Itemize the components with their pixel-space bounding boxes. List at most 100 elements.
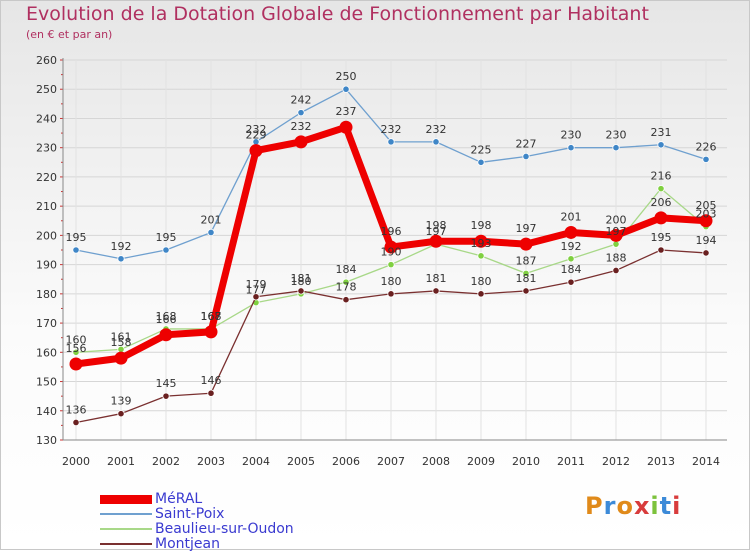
y-tick-label: 190 — [36, 259, 57, 272]
data-point — [474, 234, 488, 248]
proxiti-logo: Proxiti — [585, 492, 681, 520]
data-point — [657, 185, 665, 193]
data-label: 201 — [201, 213, 222, 226]
data-label: 161 — [111, 330, 132, 343]
logo-letter: o — [616, 492, 634, 520]
data-label: 193 — [471, 237, 492, 250]
data-point — [522, 152, 530, 161]
x-tick-label: 2010 — [512, 455, 540, 468]
legend-swatch — [100, 513, 152, 515]
data-point — [567, 255, 575, 263]
data-point — [117, 410, 125, 418]
data-point — [387, 261, 395, 269]
data-label: 200 — [606, 213, 627, 226]
data-point — [654, 211, 668, 225]
data-point — [567, 144, 575, 152]
y-tick-label: 130 — [36, 434, 57, 447]
data-point — [477, 290, 485, 298]
data-label: 192 — [561, 240, 582, 253]
x-tick-label: 2011 — [557, 455, 585, 468]
legend-swatch — [100, 543, 152, 545]
data-point — [429, 234, 443, 248]
data-point — [72, 418, 80, 427]
data-point — [294, 135, 308, 149]
data-point — [204, 325, 218, 339]
y-tick-label: 230 — [36, 142, 57, 155]
data-label: 229 — [246, 129, 267, 142]
data-label: 194 — [696, 234, 717, 247]
y-tick-label: 150 — [36, 376, 57, 389]
series-group — [69, 85, 713, 427]
legend-swatch — [100, 528, 152, 530]
logo-letter: i — [650, 492, 660, 520]
data-point — [387, 138, 395, 146]
data-point — [657, 246, 665, 254]
data-label: 232 — [381, 123, 402, 136]
data-label: 250 — [336, 70, 357, 83]
data-point — [384, 240, 398, 254]
y-tick-label: 140 — [36, 405, 57, 418]
data-label: 227 — [516, 137, 537, 150]
data-label: 181 — [426, 272, 447, 285]
x-tick-label: 2003 — [197, 455, 225, 468]
data-point — [432, 287, 440, 295]
x-tick-label: 2002 — [152, 455, 180, 468]
data-label: 216 — [651, 170, 672, 183]
data-point — [207, 228, 215, 237]
data-label: 206 — [651, 196, 672, 209]
y-tick-label: 210 — [36, 200, 57, 213]
data-label: 201 — [561, 210, 582, 223]
data-point — [297, 109, 305, 117]
data-label: 146 — [201, 374, 222, 387]
data-point — [162, 392, 170, 400]
x-tick-label: 2001 — [107, 455, 135, 468]
legend-label: Montjean — [155, 536, 220, 552]
data-point — [477, 158, 485, 166]
x-tick-label: 2005 — [287, 455, 315, 468]
legend-swatch — [100, 494, 152, 504]
axes: 130 140 150 160 170 180 190 200 210 220 230 240 250 2… — [36, 54, 727, 468]
data-label: 166 — [156, 313, 177, 326]
data-point — [519, 237, 533, 251]
x-tick-label: 2006 — [332, 455, 360, 468]
data-point — [612, 266, 620, 275]
data-label: 232 — [246, 123, 267, 136]
data-label: 145 — [156, 377, 177, 390]
data-point — [252, 293, 260, 301]
data-label: 203 — [696, 208, 717, 221]
data-point — [207, 389, 215, 397]
data-label: 192 — [111, 240, 132, 253]
data-point — [72, 246, 80, 254]
data-point — [249, 144, 263, 158]
data-point — [522, 269, 530, 277]
data-label: 139 — [111, 395, 132, 408]
data-label: 180 — [471, 275, 492, 288]
data-label: 198 — [471, 219, 492, 232]
data-label: 168 — [201, 310, 222, 323]
data-label: 197 — [606, 225, 627, 238]
data-point — [297, 287, 305, 295]
x-tick-label: 2012 — [602, 455, 630, 468]
data-label: 232 — [426, 123, 447, 136]
logo-letter: x — [633, 492, 651, 520]
data-label: 167 — [201, 310, 222, 323]
data-point — [69, 357, 83, 371]
data-label: 237 — [336, 105, 357, 118]
data-point — [159, 328, 173, 342]
data-label: 198 — [426, 219, 447, 232]
data-label: 160 — [66, 333, 87, 346]
x-tick-label: 2014 — [692, 455, 720, 468]
logo-letter: P — [585, 492, 604, 520]
chart-subtitle: (en € et par an) — [26, 28, 113, 41]
data-point — [114, 351, 128, 365]
data-label: 197 — [516, 222, 537, 235]
y-tick-label: 220 — [36, 171, 57, 184]
legend-label: MéRAL — [155, 491, 203, 507]
data-label: 188 — [606, 251, 627, 264]
data-label: 187 — [516, 254, 537, 267]
data-label: 136 — [66, 403, 87, 416]
data-label: 232 — [291, 120, 312, 133]
data-point — [162, 246, 170, 254]
